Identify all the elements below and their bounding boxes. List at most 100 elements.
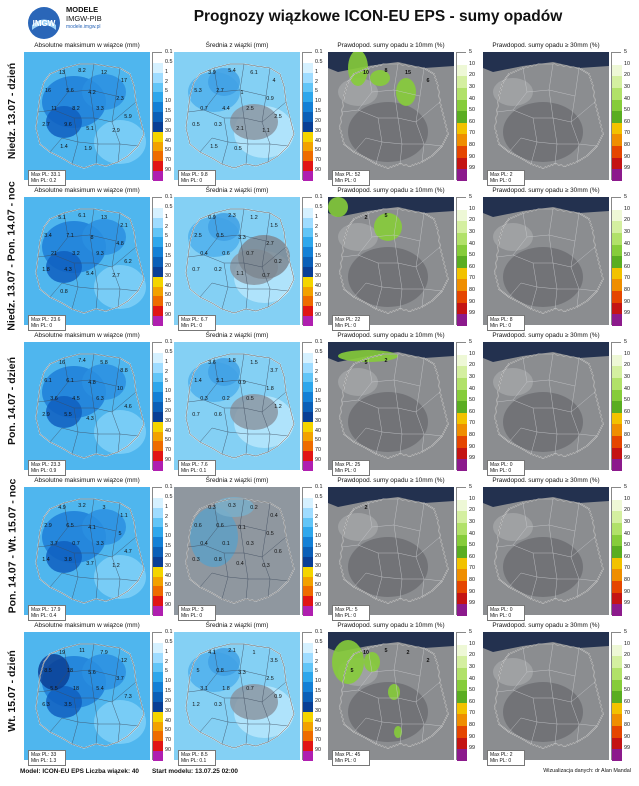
region-border — [37, 67, 69, 113]
colorbar-label: 90 — [469, 443, 475, 450]
colorbar-label: 70 — [165, 157, 171, 164]
colorbar-segment — [153, 461, 163, 471]
colorbar-segment — [153, 92, 163, 103]
colorbar-segment — [457, 656, 467, 668]
map-panel: Prawdopod. sumy opadu ≥ 30mm (%) Max PL: … — [481, 332, 635, 477]
value-label: 2.1 — [228, 648, 236, 654]
region-border — [245, 433, 249, 455]
colorbar-segment — [612, 633, 622, 645]
map-panel: Absolutne maksimum w wiązce (mm) 13 8.2 12 1… — [22, 42, 176, 187]
panel-title: Absolutne maksimum w wiązce (mm) — [34, 332, 140, 339]
colorbar-label: 15 — [165, 253, 171, 260]
colorbar-segment — [303, 517, 313, 528]
precip-field — [348, 392, 428, 452]
stat-max: Max PL: 17.9 — [31, 607, 61, 613]
colorbar-segment — [457, 726, 467, 738]
value-label: 3.3 — [96, 541, 104, 547]
region-border — [49, 282, 79, 298]
map-container: 10 5 2 2 5 Max PL: 45 Min PL: 0 — [328, 632, 454, 767]
precip-field — [503, 682, 583, 742]
colorbar-segment — [457, 633, 467, 645]
map-panel: Średnia z wiązki (mm) 3.9 5.4 6.1 4 5.3 2.7 1 0.… — [172, 42, 326, 187]
colorbar-labels: 0.1 0.5 1 2 5 10 15 20 30 40 50 70 90 — [315, 194, 327, 325]
panel-title: Prawdopod. sumy opadu ≥ 10mm (%) — [337, 622, 445, 629]
region-border — [357, 689, 383, 745]
colorbar-segment — [457, 256, 467, 268]
stat-max: Max PL: 22 — [335, 317, 361, 323]
precip-field — [214, 497, 254, 517]
colorbar-label: 50 — [469, 397, 475, 404]
colorbar-label: 10 — [165, 678, 171, 685]
colorbar-segment — [457, 604, 467, 616]
colorbar-label: 30 — [469, 228, 475, 235]
colorbar-label: 70 — [315, 447, 321, 454]
region-border — [508, 572, 538, 588]
colorbar-label: 20 — [469, 362, 475, 369]
precip-field — [46, 106, 82, 138]
colorbar-label: 50 — [315, 437, 321, 444]
stat-max: Max PL: 0 — [490, 462, 513, 468]
value-label: 0.9 — [274, 694, 282, 700]
sea-area — [483, 197, 609, 217]
colorbar-label: 15 — [165, 398, 171, 405]
colorbar — [152, 632, 163, 761]
row-period-label: Niedz. 13.07 - Pon. 14.07 - noc — [2, 181, 22, 330]
colorbar-segment — [303, 682, 313, 693]
colorbar-segment — [153, 672, 163, 683]
region-border — [415, 101, 443, 147]
colorbar-label: 70 — [469, 710, 475, 717]
colorbar-label: 50 — [315, 292, 321, 299]
colorbar-segment — [612, 656, 622, 668]
stat-max: Max PL: 5 — [335, 607, 358, 613]
colorbar-segment — [457, 424, 467, 436]
colorbar-label: 1 — [315, 648, 318, 655]
colorbar-segment — [153, 576, 163, 587]
map-panel: Prawdopod. sumy opadu ≥ 30mm (%) Max PL: … — [481, 187, 635, 332]
colorbar-label: 40 — [315, 572, 321, 579]
colorbar-label: 5 — [315, 668, 318, 675]
precip-field — [46, 541, 82, 573]
stat-max: Max PL: 33 — [31, 752, 57, 758]
value-label: 2.7 — [42, 122, 50, 128]
value-label: 1.5 — [250, 360, 258, 366]
precipitation-map: 3.6 1.8 1.5 3.7 1.4 5.1 0.9 1.8 0.3 0.2 0.5 1.2 0.7 0… — [174, 342, 300, 470]
colorbar-segment — [303, 343, 313, 353]
colorbar — [152, 487, 163, 616]
precip-field — [230, 684, 278, 720]
region-border — [415, 536, 443, 582]
imgw-logo: IMGW — [27, 6, 61, 40]
colorbar-label: 15 — [165, 543, 171, 550]
region-border — [53, 399, 79, 455]
region-border — [187, 357, 219, 403]
colorbar-segment — [153, 692, 163, 702]
precipitation-map: 0.9 2.3 1.2 1.5 2.5 0.5 3.3 2.7 0.4 0.6 0.7 0.2 0.7 0… — [174, 197, 300, 325]
stat-min: Min PL: 0 — [490, 178, 512, 185]
value-label: 0.7 — [192, 412, 200, 418]
colorbar-segment — [612, 377, 622, 390]
value-label: 5.3 — [194, 88, 202, 94]
colorbar-label: 30 — [315, 417, 321, 424]
colorbar-label: 0.1 — [165, 629, 173, 635]
colorbar-segment — [457, 534, 467, 547]
stats-box: Max PL: 22 Min PL: 0 — [332, 315, 370, 332]
precip-field — [338, 513, 378, 541]
colorbar-label: 40 — [315, 427, 321, 434]
colorbar-segment — [153, 257, 163, 267]
colorbar-label: 15 — [315, 253, 321, 260]
value-label: 5 — [119, 531, 122, 537]
colorbar-segment — [457, 557, 467, 570]
value-label: 0.7 — [262, 273, 270, 279]
value-labels: 10 8 15 6 — [363, 68, 430, 84]
value-label: 2.5 — [246, 106, 254, 112]
region-border — [245, 288, 249, 310]
value-label: 0.2 — [274, 259, 282, 265]
colorbar-label: 1 — [315, 503, 318, 510]
region-border — [357, 399, 383, 455]
colorbar-segment — [303, 576, 313, 587]
colorbar-segment — [457, 459, 467, 471]
region-border — [248, 288, 271, 308]
value-label: 15 — [405, 70, 411, 76]
stats-box: Max PL: 33 Min PL: 1.3 — [28, 750, 66, 767]
precip-field — [503, 247, 583, 307]
value-label: 1.2 — [112, 563, 120, 569]
